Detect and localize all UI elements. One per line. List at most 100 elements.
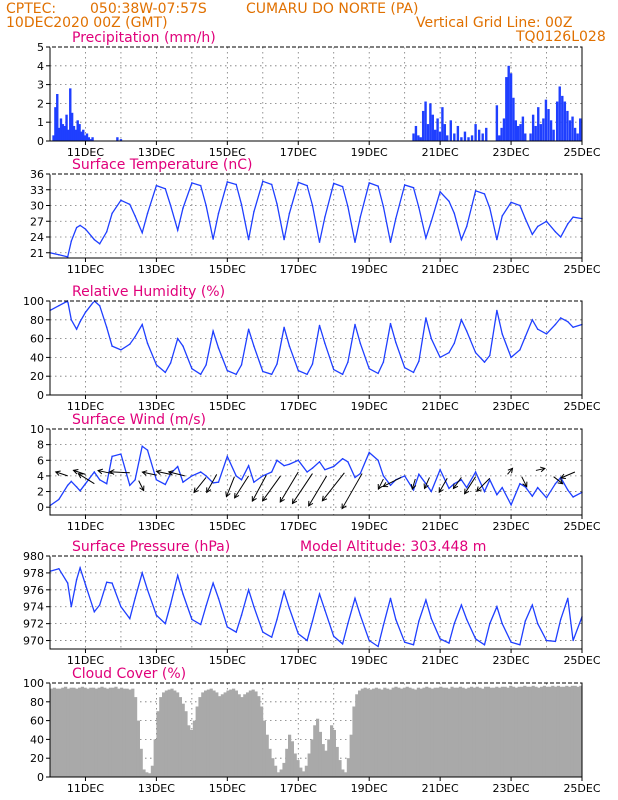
precip-ytick-label: 1 xyxy=(37,116,44,129)
wind-point xyxy=(572,496,574,498)
pressure-point xyxy=(545,639,548,642)
cloud-bar xyxy=(178,697,182,777)
humidity-point xyxy=(395,341,397,344)
precip-bar xyxy=(463,131,467,141)
pressure-point xyxy=(276,618,278,621)
cloud-bar xyxy=(517,686,521,777)
cloud-bar xyxy=(500,686,504,777)
temperature-point xyxy=(70,240,72,242)
wind-arrow-shaft xyxy=(321,472,345,502)
wind-arrow-head xyxy=(97,468,104,475)
humidity-point xyxy=(368,367,370,370)
cloud-bar xyxy=(450,686,454,777)
wind-xtick-label: 23DEC xyxy=(493,520,530,533)
humidity-ytick-label: 80 xyxy=(30,314,44,327)
pressure-point xyxy=(288,607,291,610)
precip-bar xyxy=(419,137,422,141)
wind-point xyxy=(483,490,486,493)
pressure-point xyxy=(141,572,143,574)
cloud-bar xyxy=(80,686,84,777)
humidity-point xyxy=(430,337,432,340)
cloud-bar xyxy=(338,760,342,777)
precip-bar xyxy=(82,129,85,141)
cloud-bar xyxy=(318,731,322,777)
cloud-bar xyxy=(307,753,311,777)
cloud-bar xyxy=(106,688,110,777)
pressure-point xyxy=(324,609,326,611)
temperature-point xyxy=(389,241,392,243)
wind-ytick-label: 2 xyxy=(37,486,44,499)
cloud-bar xyxy=(50,688,54,777)
cloud-bar xyxy=(313,725,317,777)
precip-bar xyxy=(85,133,89,141)
wind-point xyxy=(531,495,534,497)
precip-xtick-label: 19DEC xyxy=(351,146,388,159)
precip-ytick-label: 5 xyxy=(37,41,44,54)
cloud-bar xyxy=(554,686,558,777)
cloud-bar xyxy=(548,686,552,777)
precip-bar xyxy=(571,116,574,141)
pressure-panel: 970 972 974 976 978 980 11DEC 13DEC 15DEC 17DEC 19… xyxy=(23,539,601,667)
humidity-point xyxy=(439,356,441,359)
cloud-bar xyxy=(391,687,395,777)
wind-arrow-shaft xyxy=(464,476,477,494)
cloud-bar xyxy=(136,720,140,777)
cloud-bar xyxy=(388,689,392,777)
temperature-xtick-label: 21DEC xyxy=(422,263,459,276)
cloud-bar xyxy=(408,687,412,777)
cloud-bar xyxy=(218,696,222,777)
humidity-point xyxy=(412,371,415,374)
wind-arrow-head xyxy=(557,478,564,485)
cloud-bar xyxy=(442,687,446,777)
precip-bar xyxy=(509,73,513,141)
cloud-bar xyxy=(495,686,499,777)
pressure-point xyxy=(333,635,335,638)
cloud-bar xyxy=(439,686,443,777)
wind-point xyxy=(489,479,491,481)
temperature-xtick-label: 19DEC xyxy=(351,263,388,276)
humidity-point xyxy=(545,333,548,335)
wind-arrow-head xyxy=(261,495,268,502)
wind-point xyxy=(354,476,356,479)
wind-arrow-shaft xyxy=(251,474,267,502)
precip-ytick-label: 4 xyxy=(37,60,44,73)
wind-point xyxy=(262,475,264,477)
precip-bar xyxy=(558,86,561,141)
pressure-point xyxy=(200,623,202,626)
pressure-point xyxy=(501,622,503,625)
cloud-bar xyxy=(139,748,143,777)
cloud-ytick-label: 40 xyxy=(30,733,44,746)
pressure-point xyxy=(354,597,356,599)
temperature-point xyxy=(572,216,574,218)
pressure-point xyxy=(205,605,207,607)
cloud-bar xyxy=(531,685,535,777)
wind-ytick-label: 8 xyxy=(37,439,44,452)
pressure-point xyxy=(474,638,477,640)
wind-arrow-shaft xyxy=(156,470,171,475)
cloud-bar xyxy=(498,687,502,777)
humidity-point xyxy=(311,363,314,365)
pressure-point xyxy=(439,638,441,640)
temperature-xtick-label: 11DEC xyxy=(67,263,104,276)
precip-bar xyxy=(436,118,439,141)
wind-arrow-shaft xyxy=(279,471,299,503)
cloud-bar xyxy=(400,688,404,777)
temperature-point xyxy=(311,204,314,207)
cloud-bar xyxy=(184,711,188,777)
wind-point xyxy=(253,481,255,483)
temperature-point xyxy=(536,225,539,228)
cloud-bar xyxy=(335,746,339,777)
cloud-bar xyxy=(173,690,177,777)
temperature-ytick-label: 30 xyxy=(30,200,44,213)
temperature-point xyxy=(253,211,255,213)
cloud-bar xyxy=(257,696,261,777)
temperature-point xyxy=(333,182,335,185)
cloud-bar xyxy=(117,688,121,777)
cloud-ytick-label: 80 xyxy=(30,696,44,709)
temperature-point xyxy=(510,201,512,204)
wind-xtick-label: 15DEC xyxy=(209,520,246,533)
temperature-point xyxy=(382,205,385,208)
temperature-panel: 21 24 27 30 33 36 11DEC 13DEC 15DEC 17DEC 19DEC 21D… xyxy=(30,157,601,276)
humidity-point xyxy=(466,330,468,332)
pressure-point xyxy=(70,606,72,608)
